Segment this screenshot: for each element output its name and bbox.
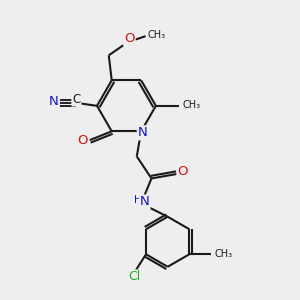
Text: CH₃: CH₃ bbox=[148, 30, 166, 40]
Text: O: O bbox=[124, 32, 135, 45]
Text: N: N bbox=[138, 126, 148, 139]
Text: CH₃: CH₃ bbox=[183, 100, 201, 110]
Text: H: H bbox=[134, 195, 142, 205]
Text: N: N bbox=[49, 95, 58, 108]
Text: Cl: Cl bbox=[128, 270, 140, 284]
Text: CH₃: CH₃ bbox=[215, 249, 233, 259]
Text: O: O bbox=[178, 166, 188, 178]
Text: N: N bbox=[140, 196, 150, 208]
Text: C: C bbox=[72, 93, 80, 106]
Text: O: O bbox=[77, 134, 88, 147]
